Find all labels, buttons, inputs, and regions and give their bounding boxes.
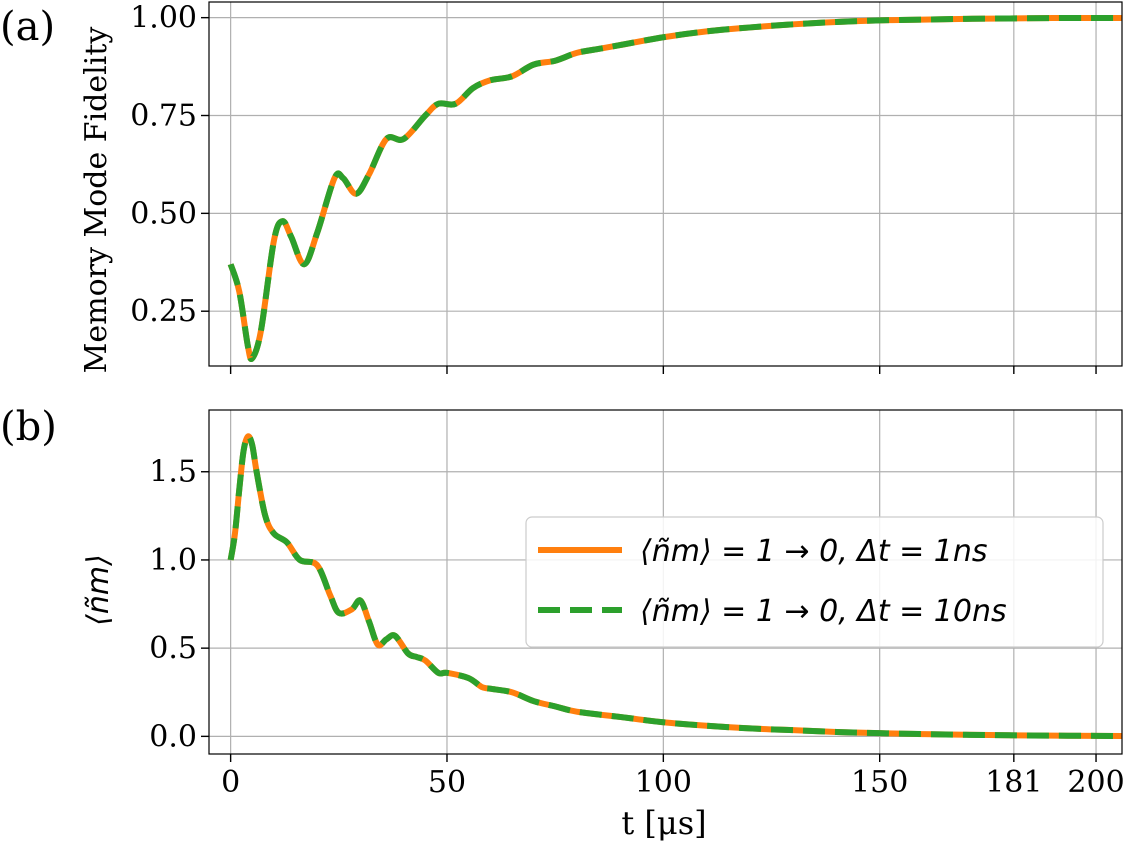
legend-label-10ns: ⟨ñm⟩ = 1 → 0, Δt = 10ns <box>640 594 1007 629</box>
legend-label-1ns: ⟨ñm⟩ = 1 → 0, Δt = 1ns <box>640 534 988 569</box>
series-line-10ns <box>227 433 1122 740</box>
panel-b-lines <box>227 433 1122 740</box>
x-tick-label: 100 <box>635 765 692 800</box>
y-tick-label: 0.0 <box>149 719 197 754</box>
y-tick-label: 0.5 <box>149 631 197 666</box>
legend: ⟨ñm⟩ = 1 → 0, Δt = 1ns ⟨ñm⟩ = 1 → 0, Δt … <box>525 516 1104 648</box>
panel-a-y-axis-label: Memory Mode Fidelity <box>79 27 114 374</box>
panel-b-grid <box>209 410 1122 754</box>
x-axis-label: t [μs] <box>621 804 706 842</box>
y-tick-label: 0.50 <box>130 196 197 231</box>
y-tick-label: 1.0 <box>149 543 197 578</box>
y-tick-label: 1.5 <box>149 455 197 490</box>
series-line-10ns <box>227 15 1122 362</box>
legend-box <box>525 516 1104 648</box>
panel-a-label: (a) <box>0 4 55 50</box>
panel-b: 0 50 100 150 181 200 0.0 0.5 1.0 1.5 (b) ⟨ñm⟩ ⟨ñm… <box>0 404 1125 800</box>
y-tick-label: 0.75 <box>130 99 197 134</box>
panel-a: 0.25 0.50 0.75 1.00 (a) Memory Mode Fidelit… <box>0 1 1123 374</box>
x-tick-label: 50 <box>428 765 466 800</box>
y-tick-label: 1.00 <box>130 1 197 36</box>
panel-a-lines <box>227 15 1122 362</box>
panel-a-ticks: 0.25 0.50 0.75 1.00 <box>130 1 1097 374</box>
panel-b-y-axis-label: ⟨ñm⟩ <box>81 554 116 626</box>
panel-b-frame <box>208 409 1123 755</box>
panel-b-label: (b) <box>0 404 57 450</box>
panel-a-frame <box>208 1 1123 367</box>
x-tick-label: 150 <box>851 765 908 800</box>
x-tick-label: 181 <box>985 765 1042 800</box>
panel-b-ticks: 0 50 100 150 181 200 0.0 0.5 1.0 1.5 <box>149 455 1124 800</box>
x-tick-label: 200 <box>1067 765 1124 800</box>
y-tick-label: 0.25 <box>130 294 197 329</box>
x-tick-label: 0 <box>221 765 240 800</box>
